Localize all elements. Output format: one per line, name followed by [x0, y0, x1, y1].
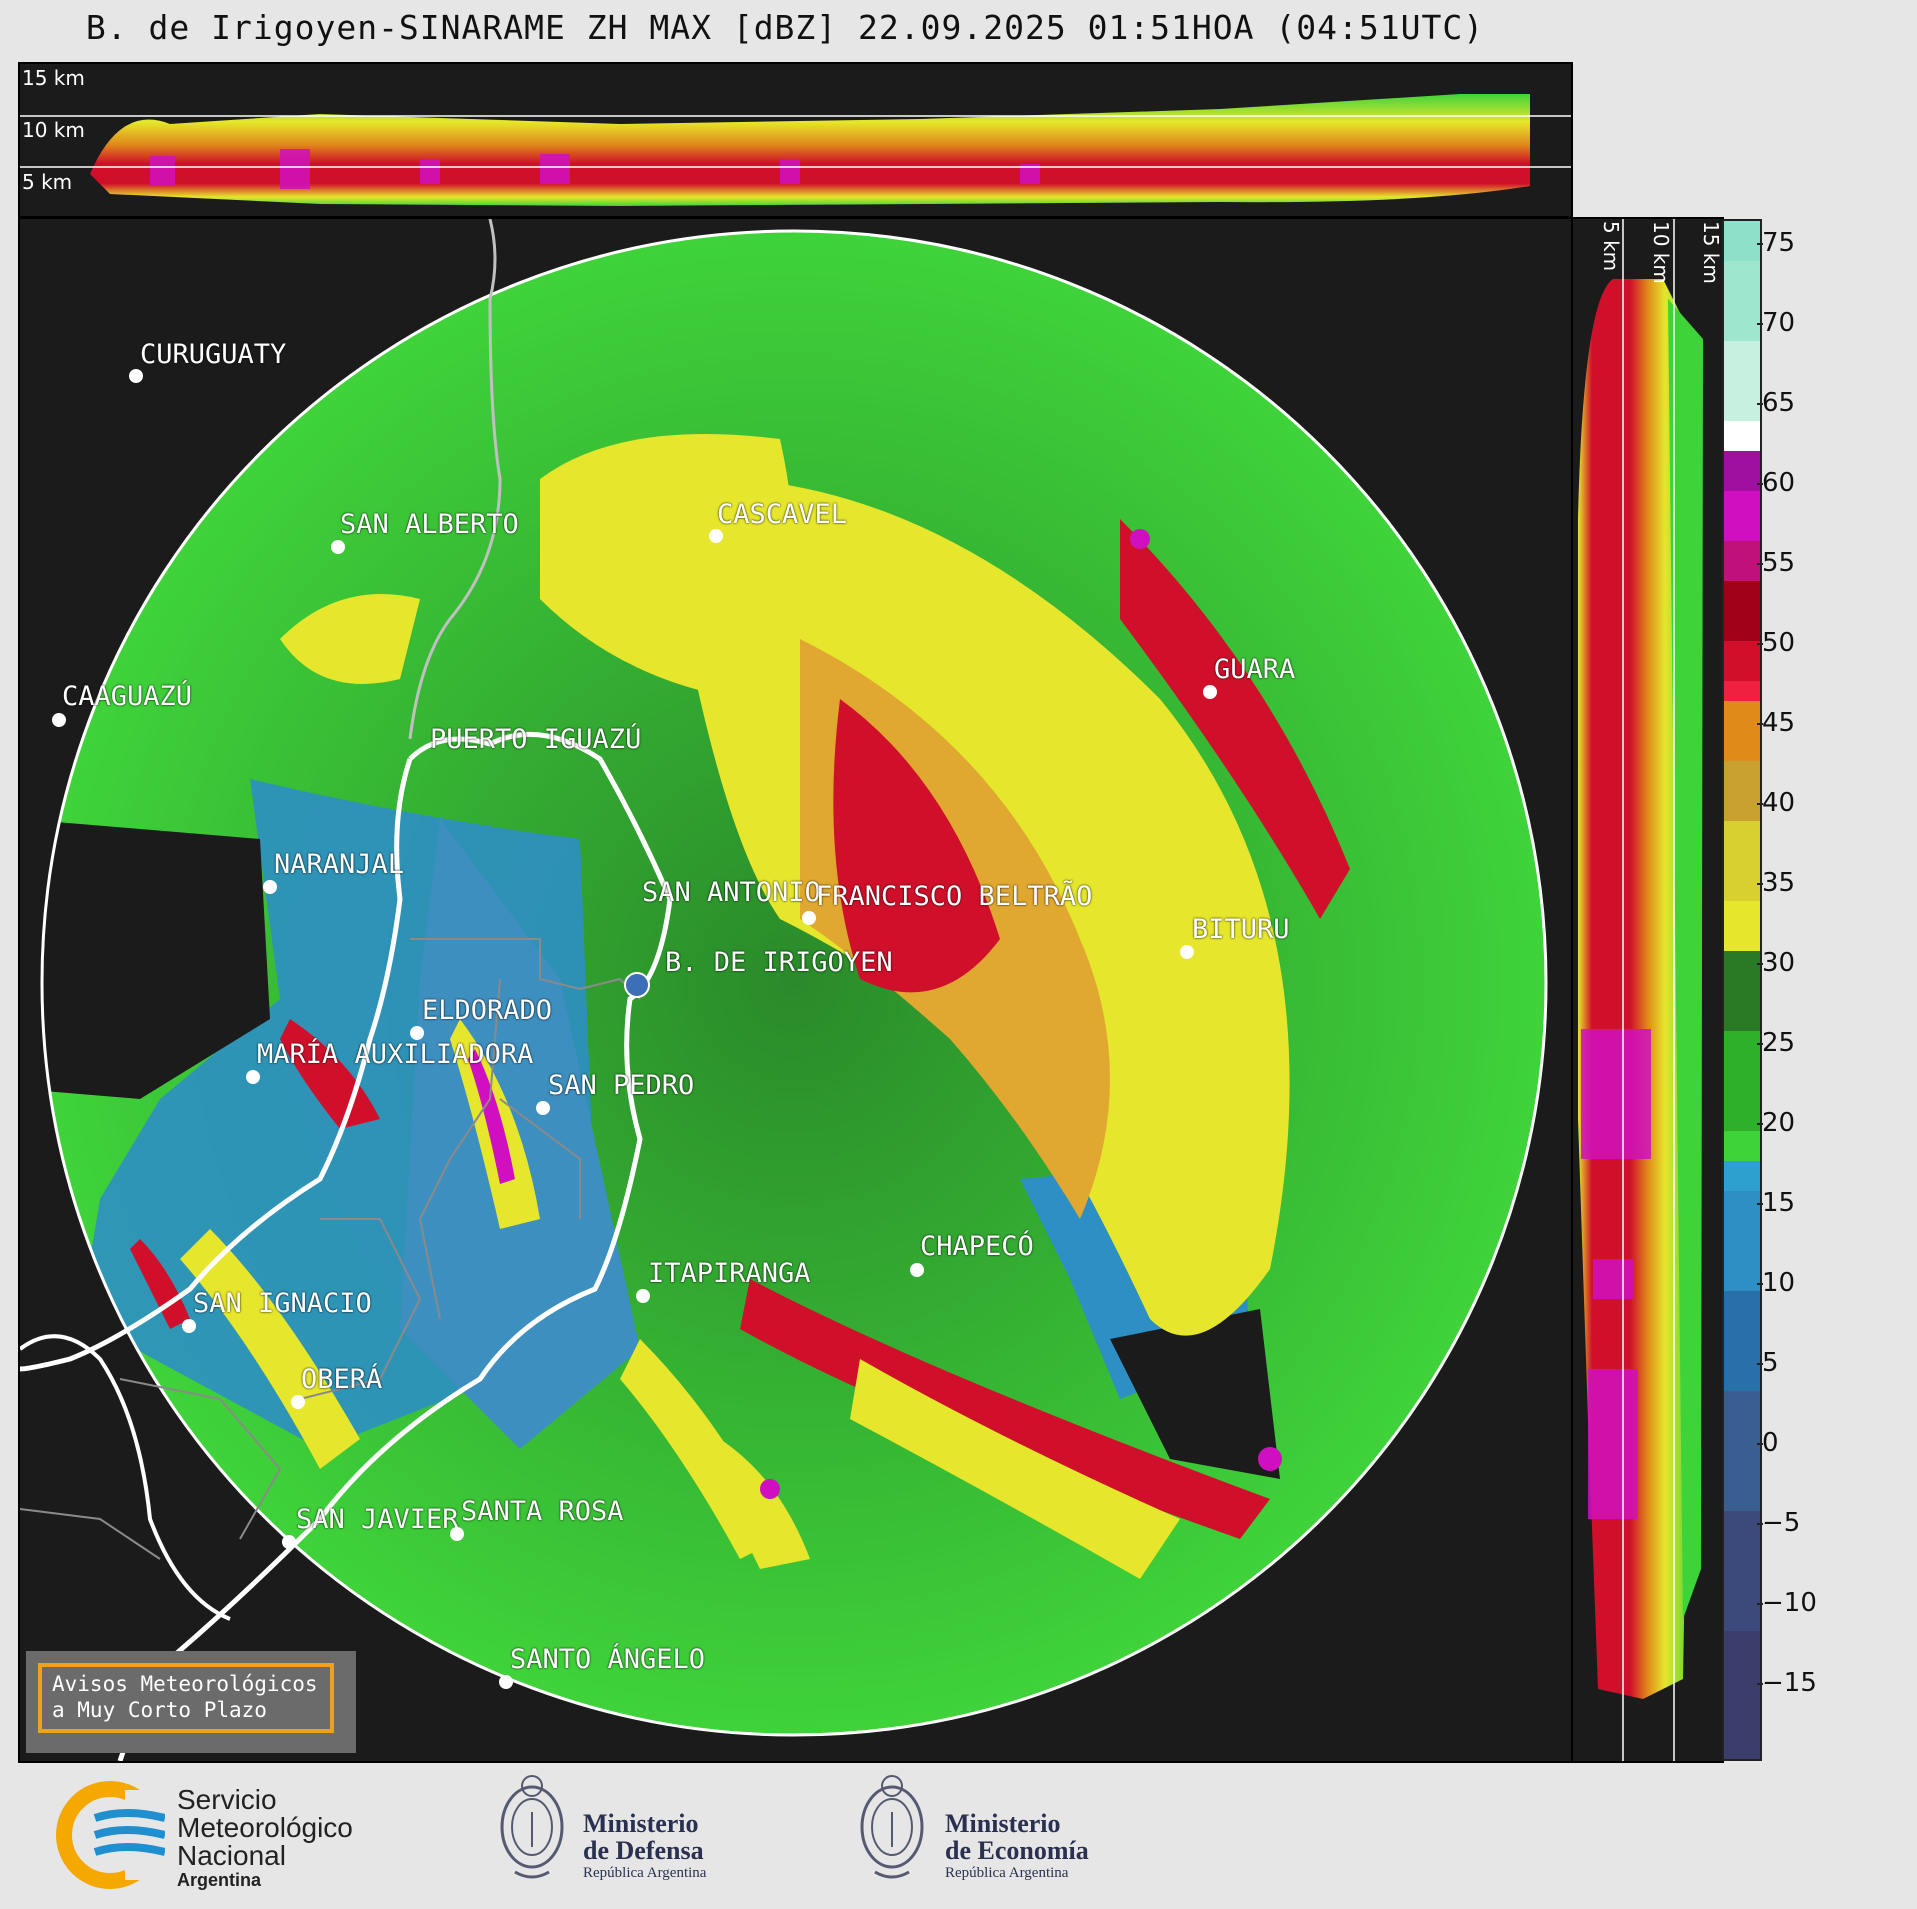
city-dot-san-javier: [282, 1535, 296, 1549]
colorbar-tick-10: 10: [1756, 1268, 1796, 1298]
colorbar-tick-20: 20: [1756, 1108, 1796, 1138]
city-label-obera: OBERÁ: [301, 1364, 383, 1395]
avisos-box[interactable]: Avisos Meteorológicos a Muy Corto Plazo: [26, 1651, 356, 1753]
city-dot-san-ignacio: [182, 1319, 196, 1333]
colorbar-tick-minus10: −10: [1757, 1588, 1817, 1618]
city-dot-guara: [1203, 685, 1217, 699]
side-cross-section-image: [1578, 219, 1703, 1761]
economia-logo: Ministerio de Economía República Argenti…: [855, 1772, 1135, 1892]
city-dot-curuguaty: [129, 369, 143, 383]
smn-logo: Servicio Meteorológico Nacional Argentin…: [55, 1780, 395, 1890]
city-dot-francisco-beltrao: [802, 911, 816, 925]
colorbar-tick-5: 5: [1757, 1348, 1779, 1378]
city-label-puerto-iguazu: PUERTO IGUAZÚ: [430, 724, 642, 755]
city-dot-maria-auxiliadora: [246, 1070, 260, 1084]
height-label-15km: 15 km: [22, 66, 85, 90]
city-label-santa-rosa: SANTA ROSA: [461, 1496, 624, 1527]
city-label-itapiranga: ITAPIRANGA: [648, 1258, 811, 1289]
economia-seal-icon: [860, 1775, 924, 1879]
city-dot-santa-rosa: [450, 1527, 464, 1541]
city-dot-itapiranga: [636, 1289, 650, 1303]
city-label-san-javier: SAN JAVIER: [296, 1504, 459, 1535]
smn-line1: Servicio: [177, 1784, 277, 1815]
defensa-line1: Ministerio: [583, 1809, 699, 1838]
city-dot-bituru: [1180, 945, 1194, 959]
radar-map-panel: CURUGUATY SAN ALBERTO CASCAVEL CAAGUAZÚ …: [18, 217, 1573, 1763]
city-dot-eldorado: [410, 1026, 424, 1040]
colorbar-tick-55: 55: [1756, 548, 1796, 578]
smn-line4: Argentina: [177, 1870, 262, 1890]
city-label-bituru: BITURU: [1192, 914, 1290, 945]
colorbar-tick-0: 0: [1757, 1428, 1779, 1458]
smn-line3: Nacional: [177, 1840, 286, 1871]
city-dot-cascavel: [709, 529, 723, 543]
city-label-guara: GUARA: [1214, 654, 1296, 685]
colorbar-tick-45: 45: [1756, 708, 1796, 738]
colorbar-tick-35: 35: [1756, 868, 1796, 898]
height-label-10km: 10 km: [22, 118, 85, 142]
colorbar: [1722, 219, 1762, 1761]
page-title: B. de Irigoyen-SINARAME ZH MAX [dBZ] 22.…: [85, 8, 1485, 47]
avisos-line1: Avisos Meteorológicos: [52, 1672, 318, 1696]
city-label-san-alberto: SAN ALBERTO: [340, 509, 519, 540]
city-label-san-pedro: SAN PEDRO: [548, 1070, 695, 1101]
radar-reflectivity-image: [20, 219, 1548, 1761]
city-label-curuguaty: CURUGUATY: [140, 339, 287, 370]
colorbar-tick-60: 60: [1756, 468, 1796, 498]
city-label-naranjal: NARANJAL: [274, 849, 405, 880]
city-label-eldorado: ELDORADO: [422, 995, 553, 1026]
city-dot-san-alberto: [331, 540, 345, 554]
avisos-link[interactable]: Avisos Meteorológicos a Muy Corto Plazo: [38, 1663, 334, 1733]
city-label-santo-angelo: SANTO ÁNGELO: [510, 1644, 706, 1675]
colorbar-tick-65: 65: [1756, 388, 1796, 418]
avisos-line2: a Muy Corto Plazo: [52, 1698, 267, 1722]
colorbar-tick-70: 70: [1756, 308, 1796, 338]
city-dot-chapeco: [910, 1263, 924, 1277]
defensa-seal-icon: [500, 1775, 564, 1879]
smn-logo-icon: [56, 1781, 170, 1889]
economia-line2: de Economía: [945, 1836, 1089, 1865]
city-dot-caaguazu: [52, 713, 66, 727]
city-label-cascavel: CASCAVEL: [717, 499, 848, 530]
city-label-san-ignacio: SAN IGNACIO: [193, 1288, 372, 1319]
city-label-francisco-beltrao: FRANCISCO BELTRÃO: [816, 881, 1093, 912]
side-cross-section-panel: 5 km 10 km 15 km: [1571, 217, 1724, 1763]
colorbar-tick-30: 30: [1756, 948, 1796, 978]
height-label-5km: 5 km: [22, 170, 73, 194]
colorbar-tick-50: 50: [1756, 628, 1796, 658]
city-dot-naranjal: [263, 880, 277, 894]
colorbar-tick-minus15: −15: [1757, 1668, 1817, 1698]
colorbar-tick-75: 75: [1756, 228, 1796, 258]
smn-line2: Meteorológico: [177, 1812, 353, 1843]
defensa-line2: de Defensa: [583, 1836, 704, 1865]
city-dot-obera: [291, 1395, 305, 1409]
city-label-maria-auxiliadora: MARÍA AUXILIADORA: [257, 1039, 534, 1070]
defensa-logo: Ministerio de Defensa República Argentin…: [495, 1772, 755, 1892]
city-label-caaguazu: CAAGUAZÚ: [62, 681, 193, 712]
side-height-label-5km: 5 km: [1599, 221, 1623, 272]
city-dot-san-pedro: [536, 1101, 550, 1115]
top-cross-section-image: [20, 94, 1571, 206]
city-dot-santo-angelo: [499, 1675, 513, 1689]
colorbar-tick-15: 15: [1756, 1188, 1796, 1218]
economia-line3: República Argentina: [945, 1865, 1069, 1881]
city-label-chapeco: CHAPECÓ: [920, 1231, 1034, 1262]
side-height-label-10km: 10 km: [1649, 221, 1673, 284]
top-cross-section-panel: 15 km 10 km 5 km: [18, 62, 1573, 218]
side-height-label-15km: 15 km: [1699, 221, 1723, 284]
city-label-san-antonio: SAN ANTONIO: [642, 877, 821, 908]
defensa-line3: República Argentina: [583, 1865, 707, 1881]
colorbar-tick-minus5: −5: [1756, 1508, 1801, 1538]
economia-line1: Ministerio: [945, 1809, 1061, 1838]
colorbar-tick-40: 40: [1756, 788, 1796, 818]
colorbar-tick-25: 25: [1756, 1028, 1796, 1058]
city-label-b-de-irigoyen: B. DE IRIGOYEN: [665, 947, 893, 978]
